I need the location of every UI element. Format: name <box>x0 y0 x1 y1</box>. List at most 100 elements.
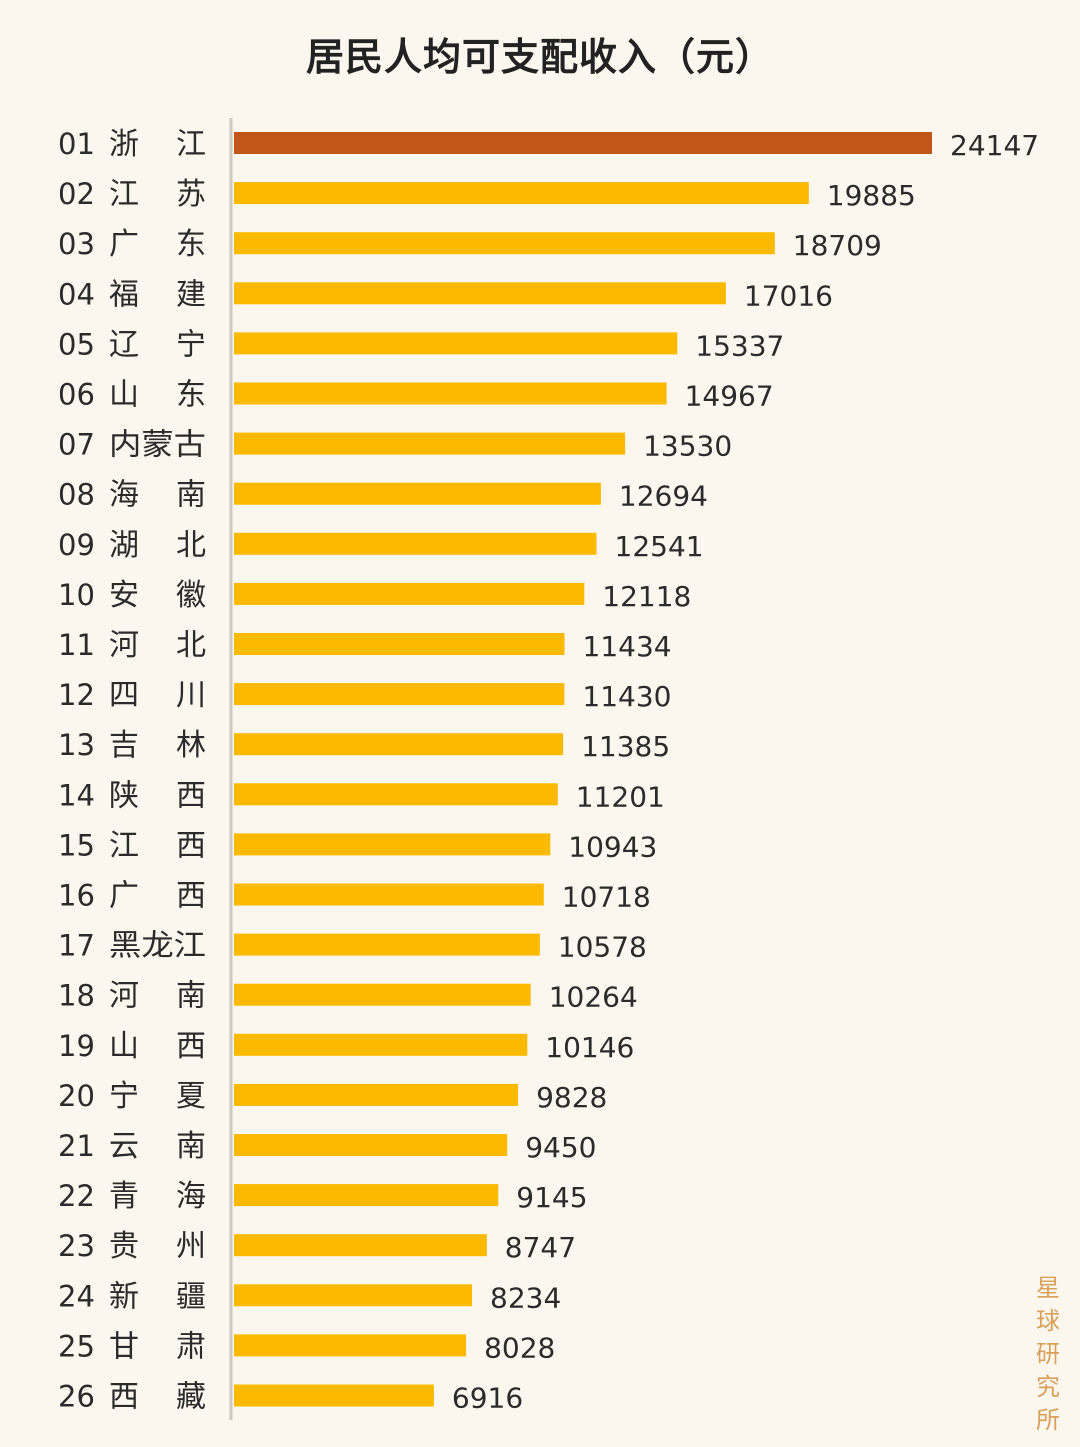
category-label: 海 <box>176 1179 206 1214</box>
category-label: 河 <box>109 628 139 663</box>
category-label: 西 <box>109 1380 139 1415</box>
bar <box>234 1334 467 1357</box>
bar-rows: 01 浙江 2414702 江苏 1988503 广东 1870904 福建 1701605 辽宁… <box>58 127 1039 1415</box>
category-label: 安 <box>109 578 139 613</box>
rank-label: 19 <box>58 1029 95 1063</box>
rank-label: 08 <box>58 478 95 512</box>
category-label: 南 <box>176 1129 206 1164</box>
chart-title: 居民人均可支配收入（元） <box>305 35 774 79</box>
category-label: 青 <box>109 1179 139 1214</box>
category-label: 四 <box>109 678 139 713</box>
bar <box>234 232 775 255</box>
category-label: 广 <box>109 879 139 914</box>
rank-label: 26 <box>58 1380 95 1414</box>
rank-label: 01 <box>58 127 95 161</box>
data-label: 8747 <box>505 1231 576 1264</box>
data-label: 12694 <box>619 480 708 513</box>
category-label: 宁 <box>109 1079 139 1114</box>
category-label: 肃 <box>176 1329 206 1364</box>
data-label: 10146 <box>545 1031 634 1064</box>
data-label: 17016 <box>744 279 833 312</box>
bar <box>234 733 564 756</box>
rank-label: 24 <box>58 1279 95 1313</box>
rank-label: 15 <box>58 828 95 862</box>
category-label: 东 <box>176 227 206 262</box>
category-label: 浙 <box>109 127 139 162</box>
category-label: 新 <box>109 1279 139 1314</box>
category-label: 吉 <box>109 728 139 763</box>
category-label: 疆 <box>176 1279 206 1314</box>
watermark: 星球研究所 <box>1036 1274 1060 1434</box>
category-label: 甘 <box>109 1329 139 1364</box>
data-label: 9145 <box>516 1181 587 1214</box>
data-label: 10943 <box>568 830 657 863</box>
bar <box>234 983 531 1006</box>
data-label: 10578 <box>558 931 647 964</box>
category-label: 北 <box>176 628 206 663</box>
bar <box>234 282 726 305</box>
rank-label: 20 <box>58 1079 95 1113</box>
bar <box>234 1134 508 1156</box>
data-label: 12118 <box>602 580 691 613</box>
bar <box>234 482 601 505</box>
category-label: 广 <box>109 227 139 262</box>
category-label: 辽 <box>109 327 139 362</box>
data-label: 9828 <box>536 1081 607 1114</box>
rank-label: 18 <box>58 979 95 1013</box>
category-label: 北 <box>176 528 206 563</box>
category-label: 江 <box>109 828 139 863</box>
rank-label: 14 <box>58 778 95 812</box>
bar <box>234 883 544 906</box>
bar <box>234 633 565 655</box>
data-label: 12541 <box>615 530 704 563</box>
bar <box>234 1384 434 1407</box>
data-label: 11430 <box>582 680 671 713</box>
category-label: 黑龙江 <box>109 929 206 964</box>
data-label: 10264 <box>549 981 638 1014</box>
category-label: 夏 <box>176 1079 206 1114</box>
category-label: 川 <box>176 678 206 713</box>
data-label: 15337 <box>695 329 784 362</box>
bar <box>234 582 585 605</box>
category-label: 西 <box>176 1029 206 1064</box>
category-label: 徽 <box>176 578 206 613</box>
category-label: 西 <box>176 828 206 863</box>
data-label: 13530 <box>643 430 732 463</box>
rank-label: 25 <box>58 1329 95 1363</box>
category-label: 南 <box>176 979 206 1014</box>
category-label: 南 <box>176 478 206 513</box>
bar <box>234 1284 472 1307</box>
rank-label: 23 <box>58 1229 95 1263</box>
category-label: 州 <box>176 1229 206 1264</box>
bar <box>234 182 809 205</box>
data-label: 9450 <box>525 1131 596 1164</box>
category-label: 西 <box>176 879 206 914</box>
rank-label: 11 <box>58 628 95 662</box>
category-label: 藏 <box>176 1380 206 1415</box>
bar <box>234 1184 499 1207</box>
category-label: 山 <box>109 1029 139 1064</box>
rank-label: 04 <box>58 277 95 311</box>
category-label: 贵 <box>109 1229 139 1264</box>
rank-label: 05 <box>58 327 95 361</box>
category-label: 内蒙古 <box>109 428 206 463</box>
bar <box>234 1234 487 1257</box>
bar <box>234 683 565 706</box>
rank-label: 09 <box>58 528 95 562</box>
category-label: 江 <box>109 177 139 212</box>
category-label: 云 <box>109 1129 139 1164</box>
category-label: 苏 <box>176 177 206 212</box>
category-label: 建 <box>176 277 206 312</box>
category-label: 陕 <box>109 778 139 813</box>
rank-label: 22 <box>58 1179 95 1213</box>
category-label: 海 <box>109 478 139 513</box>
rank-label: 21 <box>58 1129 95 1163</box>
data-label: 14967 <box>685 380 774 413</box>
data-label: 11434 <box>583 630 672 663</box>
bar <box>234 332 678 355</box>
data-label: 19885 <box>827 179 916 212</box>
bar <box>234 1033 528 1056</box>
rank-label: 13 <box>58 728 95 762</box>
category-label: 山 <box>109 378 139 413</box>
